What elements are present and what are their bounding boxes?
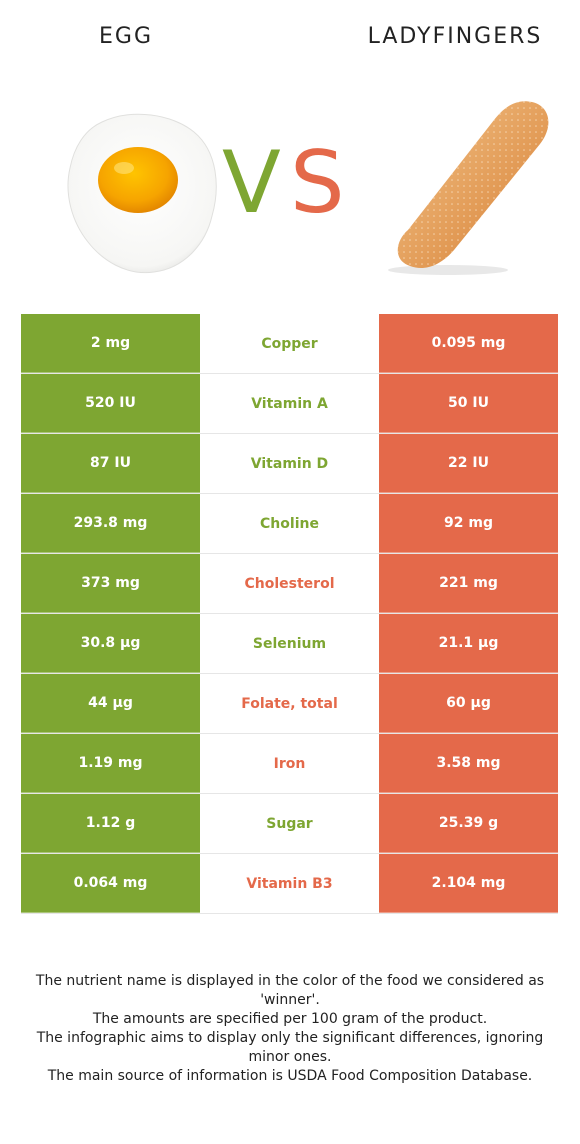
table-row: 2 mg Copper 0.095 mg [21, 314, 558, 374]
nutrient-name: Choline [200, 494, 379, 553]
table-row: 1.12 g Sugar 25.39 g [21, 794, 558, 854]
ladyfingers-value: 221 mg [379, 554, 558, 613]
ladyfinger-illustration [388, 101, 549, 275]
table-row: 293.8 mg Choline 92 mg [21, 494, 558, 554]
vs-letter-v: V [222, 133, 281, 233]
egg-value: 30.8 µg [21, 614, 200, 673]
egg-title: EGG [99, 24, 153, 49]
ladyfingers-value: 0.095 mg [379, 314, 558, 373]
nutrient-comparison-table: 2 mg Copper 0.095 mg 520 IU Vitamin A 50 IU 87… [21, 314, 558, 914]
nutrient-name: Vitamin A [200, 374, 379, 433]
table-row: 44 µg Folate, total 60 µg [21, 674, 558, 734]
nutrient-name: Selenium [200, 614, 379, 673]
table-row: 87 IU Vitamin D 22 IU [21, 434, 558, 494]
table-row: 520 IU Vitamin A 50 IU [21, 374, 558, 434]
nutrient-name: Folate, total [200, 674, 379, 733]
egg-value: 293.8 mg [21, 494, 200, 553]
nutrient-name: Sugar [200, 794, 379, 853]
table-row: 0.064 mg Vitamin B3 2.104 mg [21, 854, 558, 914]
ladyfingers-value: 2.104 mg [379, 854, 558, 913]
egg-value: 0.064 mg [21, 854, 200, 913]
ladyfingers-value: 60 µg [379, 674, 558, 733]
ladyfingers-value: 25.39 g [379, 794, 558, 853]
footnote-line: The amounts are specified per 100 gram o… [92, 1011, 488, 1027]
fried-egg-illustration [67, 113, 217, 274]
egg-value: 1.19 mg [21, 734, 200, 793]
ladyfingers-title: LADYFINGERS [367, 24, 543, 49]
versus-mark: V S [222, 138, 362, 228]
nutrient-name: Copper [200, 314, 379, 373]
ladyfingers-value: 21.1 µg [379, 614, 558, 673]
egg-value: 87 IU [21, 434, 200, 493]
ladyfingers-value: 50 IU [379, 374, 558, 433]
ladyfingers-value: 92 mg [379, 494, 558, 553]
table-row: 1.19 mg Iron 3.58 mg [21, 734, 558, 794]
nutrient-name: Vitamin B3 [200, 854, 379, 913]
ladyfingers-value: 3.58 mg [379, 734, 558, 793]
egg-value: 1.12 g [21, 794, 200, 853]
ladyfingers-value: 22 IU [379, 434, 558, 493]
egg-value: 373 mg [21, 554, 200, 613]
footnote-line: The infographic aims to display only the… [36, 1030, 544, 1065]
table-row: 30.8 µg Selenium 21.1 µg [21, 614, 558, 674]
footnote-line: The nutrient name is displayed in the co… [35, 973, 545, 1008]
nutrient-name: Cholesterol [200, 554, 379, 613]
egg-value: 44 µg [21, 674, 200, 733]
vs-letter-s: S [290, 133, 345, 233]
footnote-line: The main source of information is USDA F… [47, 1068, 533, 1084]
footnote: The nutrient name is displayed in the co… [18, 972, 562, 1086]
egg-value: 2 mg [21, 314, 200, 373]
nutrient-name: Vitamin D [200, 434, 379, 493]
egg-value: 520 IU [21, 374, 200, 433]
nutrient-name: Iron [200, 734, 379, 793]
table-row: 373 mg Cholesterol 221 mg [21, 554, 558, 614]
